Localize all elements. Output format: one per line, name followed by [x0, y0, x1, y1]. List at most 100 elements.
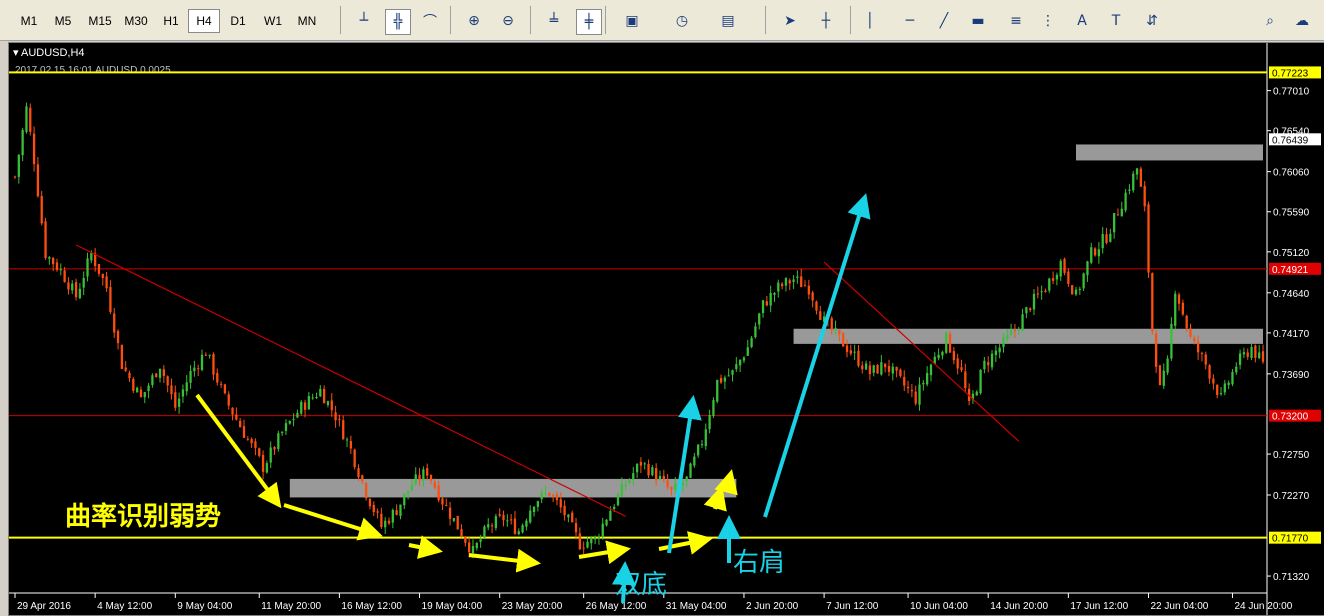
candle-body — [78, 288, 82, 299]
candle-body — [219, 383, 223, 385]
candle-body — [1196, 341, 1200, 353]
candle-body — [1109, 233, 1112, 242]
zoom-in-icon[interactable]: ⊕ — [468, 13, 480, 29]
candle-body — [838, 329, 841, 335]
candle-body — [971, 393, 975, 400]
time-tick-label: 19 May 04:00 — [422, 601, 483, 612]
candle-body — [128, 372, 131, 379]
trendline-icon[interactable]: ╱ — [939, 13, 949, 29]
candle-body — [925, 372, 929, 385]
candle-body — [597, 537, 601, 539]
candle-body — [624, 485, 627, 487]
vertical-line-icon[interactable]: │ — [865, 13, 875, 29]
candle-body — [242, 426, 246, 438]
chart-window[interactable]: ▾ AUDUSD,H4 2017.02.15 16:01 AUDUSD 0.00… — [8, 42, 1324, 616]
candle-body — [162, 369, 165, 376]
toolbar-separator — [450, 6, 451, 34]
candle-body — [990, 353, 994, 368]
candle-body — [773, 292, 776, 295]
candle-body — [1250, 347, 1253, 358]
candle-body — [712, 400, 715, 417]
periods-icon[interactable]: ◷ — [675, 13, 689, 29]
candle-body — [170, 385, 173, 395]
indicators-icon[interactable]: ▣ — [625, 13, 639, 29]
chart-shift-icon[interactable]: ╧ — [549, 13, 559, 29]
candle-body — [86, 258, 89, 277]
price-label: 0.73200 — [1272, 412, 1309, 423]
search-icon[interactable]: ⌕ — [1266, 13, 1274, 29]
price-chart[interactable]: 0.77010 0.76540 0.76060 0.75590 0.75120 0.746… — [9, 43, 1324, 615]
candle-body — [948, 333, 952, 353]
timeframe-m30-button[interactable]: M30 — [124, 14, 148, 28]
crosshair-icon[interactable]: ┼ — [821, 13, 831, 29]
autoscroll-icon[interactable]: ╪ — [576, 9, 602, 35]
candle-body — [1151, 273, 1154, 332]
horizontal-line-icon[interactable]: ─ — [905, 13, 915, 29]
candle-body — [326, 401, 330, 405]
candle-body — [445, 504, 448, 506]
timeframe-h4-button[interactable]: H4 — [188, 9, 220, 33]
support-resistance-zone — [793, 328, 1263, 344]
arrows-icon[interactable]: ⇵ — [1146, 13, 1158, 29]
text-icon[interactable]: A — [1077, 13, 1087, 29]
cursor-icon[interactable]: ➤ — [784, 13, 796, 29]
candle-body — [521, 525, 524, 533]
candle-body — [1235, 366, 1238, 373]
candle-body — [25, 106, 28, 132]
templates-icon[interactable]: ▤ — [721, 13, 735, 29]
timeframe-d1-button[interactable]: D1 — [230, 14, 246, 28]
candle-body — [1025, 307, 1028, 314]
timeframe-m15-button[interactable]: M15 — [88, 14, 112, 28]
candle-body — [914, 391, 917, 404]
candle-body — [418, 474, 421, 481]
candle-body — [544, 492, 547, 494]
candle-body — [1021, 314, 1024, 332]
candle-body — [609, 510, 612, 521]
channel-icon[interactable]: ⋮ — [1041, 13, 1055, 29]
candle-body — [52, 257, 55, 265]
candle-body — [941, 351, 944, 356]
candle-body — [647, 464, 650, 476]
text-label-icon[interactable]: T — [1111, 13, 1121, 29]
time-tick-label: 10 Jun 04:00 — [910, 601, 968, 612]
candlestick-icon[interactable]: ╬ — [385, 9, 411, 35]
candle-body — [338, 419, 341, 421]
candle-body — [1170, 323, 1173, 359]
red-trendline — [75, 244, 626, 517]
candle-body — [1113, 213, 1116, 233]
candle-body — [437, 485, 440, 501]
candle-body — [551, 495, 555, 497]
candle-body — [67, 282, 70, 290]
timeframe-w1-button[interactable]: W1 — [264, 14, 282, 28]
candle-body — [147, 385, 150, 392]
rectangle-icon[interactable]: ▬ — [971, 13, 985, 29]
candle-body — [864, 363, 868, 370]
candle-body — [261, 454, 265, 472]
timeframe-m1-button[interactable]: M1 — [20, 14, 38, 28]
candle-body — [1258, 352, 1261, 359]
candle-body — [796, 276, 799, 278]
candle-body — [284, 423, 288, 431]
candle-body — [1059, 260, 1062, 277]
fibonacci-icon[interactable]: ≡ — [1010, 13, 1022, 29]
candle-body — [738, 359, 742, 366]
candle-body — [719, 377, 723, 383]
line-chart-icon[interactable]: ⌒ — [423, 14, 437, 30]
bar-chart-icon[interactable]: ┴ — [359, 13, 369, 29]
candle-body — [40, 195, 43, 224]
timeframe-mn-button[interactable]: MN — [297, 14, 317, 28]
timeframe-m5-button[interactable]: M5 — [54, 14, 72, 28]
zoom-out-icon[interactable]: ⊖ — [502, 13, 514, 29]
candle-body — [479, 539, 482, 542]
candle-body — [754, 326, 757, 338]
timeframe-h1-button[interactable]: H1 — [163, 14, 179, 28]
chat-icon[interactable]: ☁ — [1295, 13, 1309, 29]
candle-body — [197, 368, 200, 370]
candle-body — [193, 367, 196, 372]
time-tick-label: 2 Jun 20:00 — [746, 601, 799, 612]
candle-body — [1120, 208, 1123, 217]
price-label-box — [1269, 133, 1321, 146]
candle-body — [1040, 291, 1043, 293]
price-tick-label: 0.74640 — [1273, 289, 1310, 300]
cyan-arrow — [611, 561, 636, 604]
